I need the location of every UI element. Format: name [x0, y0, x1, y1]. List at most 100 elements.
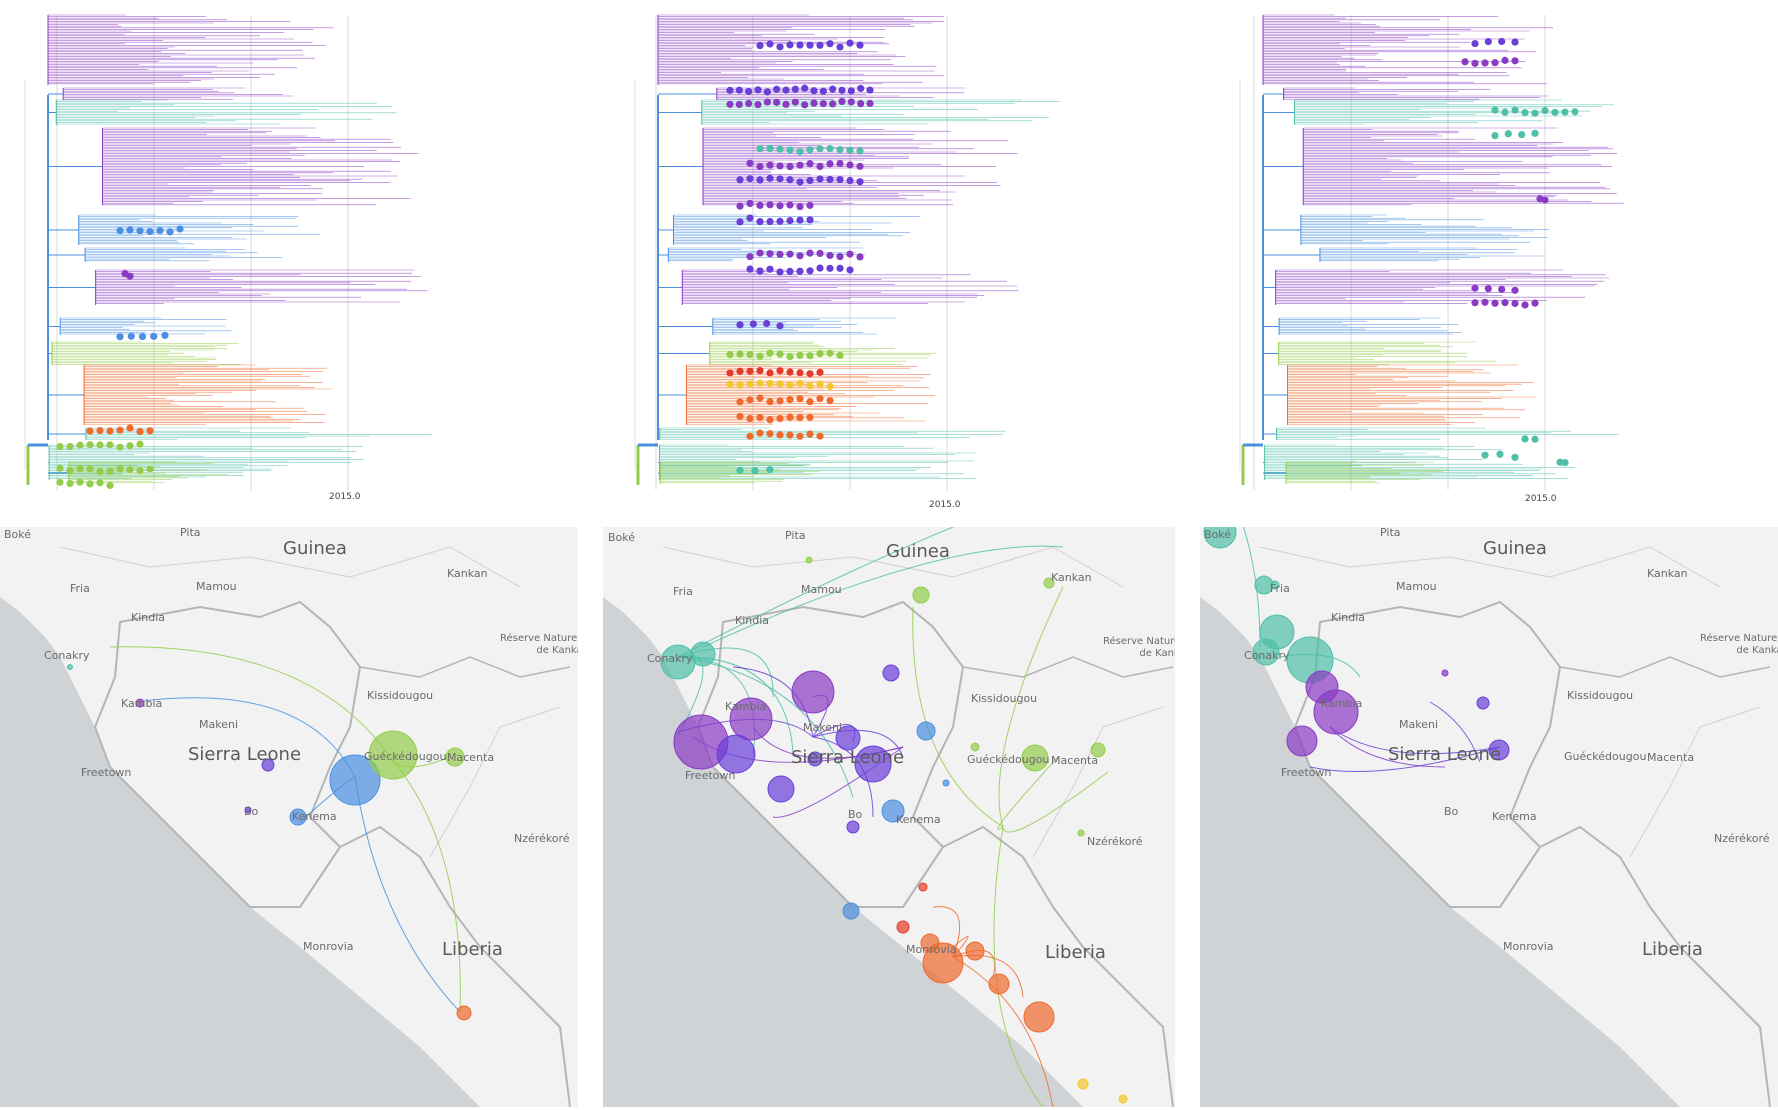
- tip-dot: [746, 265, 754, 273]
- tip-dot: [96, 426, 104, 435]
- tip-dot: [766, 430, 774, 438]
- tip-dot: [736, 412, 744, 421]
- tip-dot: [1511, 106, 1519, 114]
- tip-dot: [735, 86, 743, 94]
- transmission-arc: [932, 906, 961, 958]
- location-bubble: [456, 1005, 472, 1021]
- transmission-arc: [1309, 746, 1501, 772]
- tip-dot: [1531, 299, 1539, 307]
- tip-dot: [836, 351, 844, 359]
- label-macenta: Macenta: [1051, 754, 1099, 767]
- label-sierra-leone: Sierra Leone: [188, 744, 302, 765]
- region-line: [429, 706, 561, 858]
- tip-dot: [1541, 106, 1549, 115]
- map-sea: [0, 597, 480, 1107]
- border-liberia: [1499, 825, 1771, 1107]
- tip-dot: [756, 267, 764, 275]
- tip-dot: [1491, 132, 1499, 140]
- tip-dot: [746, 396, 754, 404]
- tip-dot: [96, 441, 104, 449]
- label-mamou: Mamou: [801, 583, 842, 596]
- tip-dot: [66, 442, 74, 451]
- label-makeni: Makeni: [199, 718, 239, 731]
- tip-dot: [751, 467, 759, 475]
- tip-dot: [66, 467, 74, 475]
- tip-dot: [1504, 130, 1512, 138]
- border-guinea: [1559, 656, 1771, 678]
- label-gueckedougou: Guéckédougou: [967, 753, 1050, 766]
- tip-dot: [176, 225, 184, 233]
- tip-dot: [86, 480, 94, 488]
- tip-dot: [1471, 39, 1479, 48]
- tip-dot: [796, 395, 804, 403]
- transmission-arc: [1329, 726, 1501, 755]
- tip-dot: [1511, 57, 1519, 65]
- label-conakry: Conakry: [44, 649, 90, 662]
- tip-dot: [806, 398, 814, 406]
- label-gueckedougou: Guéckédougou: [364, 750, 447, 763]
- tip-dot: [1498, 285, 1506, 293]
- tip-dot: [806, 370, 814, 378]
- tip-dot: [56, 442, 64, 451]
- tip-dot: [847, 98, 855, 106]
- label-fria: Fria: [70, 582, 90, 595]
- tip-dot: [150, 332, 158, 340]
- tip-dot: [106, 441, 114, 449]
- label-guinea: Guinea: [886, 541, 950, 562]
- label-liberia: Liberia: [442, 939, 503, 960]
- tip-dot: [776, 431, 784, 439]
- tip-dot: [736, 321, 744, 329]
- tip-dot: [856, 162, 864, 170]
- tip-dot: [766, 250, 774, 258]
- tip-dot: [796, 178, 804, 186]
- location-bubble: [1023, 1001, 1055, 1033]
- tip-dot: [138, 332, 147, 341]
- tip-dot: [756, 367, 764, 375]
- tree-panel-1: 2015.0: [0, 0, 560, 520]
- tip-dot: [846, 266, 854, 274]
- transmission-arc: [109, 646, 391, 758]
- tip-dot: [736, 350, 744, 358]
- tip-dot: [786, 217, 794, 225]
- tip-dot: [776, 380, 784, 388]
- tip-dot: [796, 413, 804, 422]
- tip-dot: [791, 98, 799, 106]
- tip-dot: [754, 86, 762, 94]
- tip-dot: [766, 466, 774, 474]
- location-bubble: [1077, 829, 1085, 837]
- tip-dot: [786, 41, 794, 49]
- tree-panel-2: 2015.0: [600, 0, 1160, 520]
- tip-dot: [796, 369, 804, 377]
- label-sierra-leone: Sierra Leone: [1388, 744, 1502, 765]
- tip-dot: [826, 349, 834, 357]
- tip-dot: [836, 159, 844, 168]
- tip-dot: [756, 379, 764, 387]
- label-boke: Boké: [608, 531, 636, 544]
- transmission-arc: [952, 956, 1054, 1107]
- transmission-map-2: [603, 527, 1175, 1107]
- label-freetown: Freetown: [685, 769, 736, 782]
- label-liberia: Liberia: [1045, 942, 1106, 963]
- tip-dot: [866, 99, 874, 108]
- tip-dot: [786, 146, 794, 154]
- location-bubble: [846, 820, 860, 834]
- label-kindia: Kindia: [131, 611, 166, 624]
- tip-dot: [1518, 131, 1526, 139]
- label-makeni: Makeni: [803, 721, 843, 734]
- tip-dot: [106, 481, 114, 490]
- tip-dot: [1471, 59, 1479, 67]
- label-fria: Fria: [1270, 582, 1290, 595]
- location-bubble: [882, 664, 900, 682]
- tip-dot: [856, 41, 864, 49]
- tip-dot: [836, 252, 844, 261]
- tip-dot: [1498, 37, 1506, 46]
- tip-dot: [126, 442, 134, 450]
- transmission-arc: [702, 545, 1064, 648]
- location-bubble: [988, 973, 1010, 995]
- border-guinea: [359, 656, 571, 678]
- tip-dot: [816, 380, 824, 388]
- tip-dot: [76, 465, 84, 473]
- tip-dot: [776, 43, 784, 51]
- label-kenema: Kenema: [292, 810, 337, 823]
- transmission-arc: [732, 666, 814, 738]
